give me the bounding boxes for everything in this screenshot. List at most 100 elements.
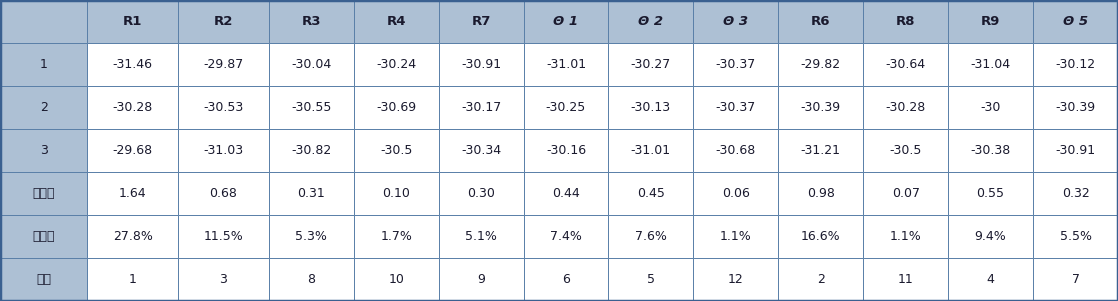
Bar xyxy=(608,43,693,86)
Text: -30.27: -30.27 xyxy=(631,58,671,71)
Text: 0.10: 0.10 xyxy=(382,187,410,200)
Text: -30.28: -30.28 xyxy=(113,101,153,114)
Text: R8: R8 xyxy=(896,15,916,28)
Bar xyxy=(778,215,863,258)
Bar xyxy=(353,258,438,301)
Text: R3: R3 xyxy=(302,15,321,28)
Bar xyxy=(1033,86,1118,129)
Text: 0.32: 0.32 xyxy=(1062,187,1089,200)
Bar xyxy=(438,258,523,301)
Text: -30.91: -30.91 xyxy=(1055,144,1096,157)
Text: -30.68: -30.68 xyxy=(716,144,756,157)
Text: -31.01: -31.01 xyxy=(546,58,586,71)
Text: 7.6%: 7.6% xyxy=(635,230,666,243)
Text: 12: 12 xyxy=(728,273,743,286)
Bar xyxy=(608,129,693,172)
Bar xyxy=(87,86,178,129)
Bar xyxy=(268,258,353,301)
Bar xyxy=(608,258,693,301)
Bar xyxy=(778,258,863,301)
Bar xyxy=(523,43,608,86)
Text: R2: R2 xyxy=(214,15,233,28)
Bar xyxy=(268,86,353,129)
Text: -30.37: -30.37 xyxy=(716,58,756,71)
Bar xyxy=(863,258,948,301)
Bar xyxy=(863,215,948,258)
Bar xyxy=(608,0,693,43)
Bar xyxy=(178,43,268,86)
Text: 5.5%: 5.5% xyxy=(1060,230,1091,243)
Text: 0.55: 0.55 xyxy=(977,187,1005,200)
Bar xyxy=(778,43,863,86)
Text: -30.64: -30.64 xyxy=(885,58,926,71)
Text: 2: 2 xyxy=(39,101,48,114)
Bar xyxy=(778,86,863,129)
Bar xyxy=(0,86,87,129)
Bar xyxy=(268,215,353,258)
Text: 1.7%: 1.7% xyxy=(380,230,413,243)
Text: 3: 3 xyxy=(219,273,227,286)
Text: 1.1%: 1.1% xyxy=(890,230,921,243)
Bar xyxy=(353,129,438,172)
Text: 제곱합: 제곱합 xyxy=(32,187,55,200)
Text: 7.4%: 7.4% xyxy=(550,230,581,243)
Bar xyxy=(608,86,693,129)
Bar xyxy=(438,172,523,215)
Text: 0.98: 0.98 xyxy=(807,187,835,200)
Text: -30.91: -30.91 xyxy=(461,58,501,71)
Bar xyxy=(87,215,178,258)
Bar xyxy=(948,43,1033,86)
Text: -30.17: -30.17 xyxy=(461,101,501,114)
Text: -30.69: -30.69 xyxy=(376,101,416,114)
Bar xyxy=(353,0,438,43)
Text: 7: 7 xyxy=(1071,273,1080,286)
Bar xyxy=(87,129,178,172)
Text: -30.34: -30.34 xyxy=(461,144,501,157)
Bar xyxy=(87,0,178,43)
Bar xyxy=(863,0,948,43)
Bar xyxy=(353,215,438,258)
Text: 11.5%: 11.5% xyxy=(203,230,244,243)
Text: 5.3%: 5.3% xyxy=(295,230,328,243)
Bar xyxy=(438,129,523,172)
Text: 9: 9 xyxy=(477,273,485,286)
Text: R6: R6 xyxy=(811,15,831,28)
Text: 5: 5 xyxy=(647,273,655,286)
Text: -30.12: -30.12 xyxy=(1055,58,1096,71)
Bar xyxy=(948,0,1033,43)
Bar xyxy=(1033,258,1118,301)
Bar xyxy=(863,86,948,129)
Text: -30.25: -30.25 xyxy=(546,101,586,114)
Bar xyxy=(0,258,87,301)
Text: -30.82: -30.82 xyxy=(291,144,331,157)
Bar xyxy=(948,172,1033,215)
Bar xyxy=(87,43,178,86)
Text: 9.4%: 9.4% xyxy=(975,230,1006,243)
Text: 1: 1 xyxy=(129,273,136,286)
Bar xyxy=(523,258,608,301)
Text: -30.39: -30.39 xyxy=(1055,101,1096,114)
Bar xyxy=(863,172,948,215)
Bar xyxy=(693,86,778,129)
Text: 순위: 순위 xyxy=(36,273,51,286)
Text: 5.1%: 5.1% xyxy=(465,230,498,243)
Bar xyxy=(863,129,948,172)
Text: -31.03: -31.03 xyxy=(203,144,244,157)
Bar xyxy=(87,172,178,215)
Bar xyxy=(353,43,438,86)
Bar xyxy=(948,215,1033,258)
Text: -30.24: -30.24 xyxy=(376,58,416,71)
Text: -30.38: -30.38 xyxy=(970,144,1011,157)
Bar xyxy=(523,172,608,215)
Text: -31.01: -31.01 xyxy=(631,144,671,157)
Text: 1: 1 xyxy=(39,58,48,71)
Bar xyxy=(863,43,948,86)
Bar xyxy=(1033,215,1118,258)
Text: 0.44: 0.44 xyxy=(552,187,580,200)
Bar xyxy=(268,0,353,43)
Text: R7: R7 xyxy=(472,15,491,28)
Bar xyxy=(178,215,268,258)
Text: -30: -30 xyxy=(980,101,1001,114)
Text: 기여율: 기여율 xyxy=(32,230,55,243)
Text: -31.21: -31.21 xyxy=(800,144,841,157)
